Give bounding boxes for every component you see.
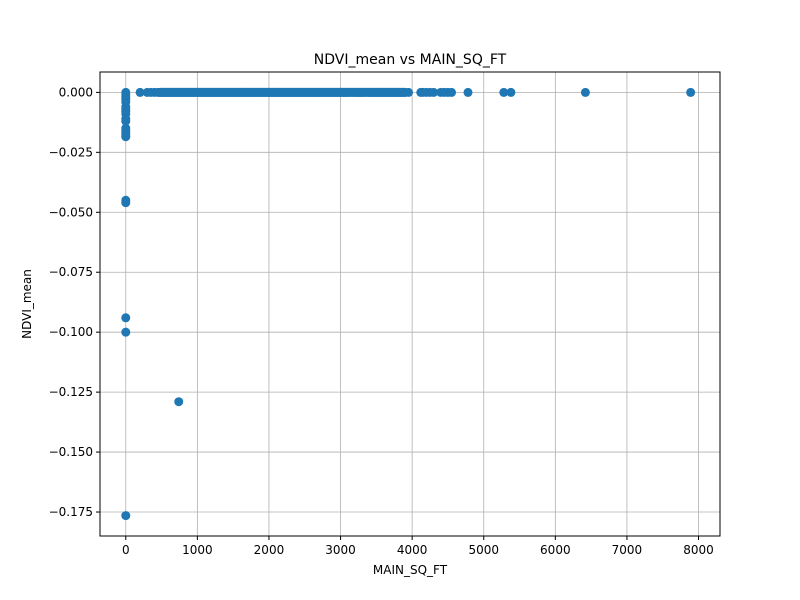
scatter-point — [135, 87, 145, 97]
scatter-point — [121, 327, 131, 337]
y-axis-label: NDVI_mean — [20, 269, 34, 339]
y-tick-label: −0.050 — [49, 205, 93, 219]
x-tick-label: 5000 — [468, 543, 499, 557]
scatter-point — [580, 87, 590, 97]
scatter-point — [174, 397, 184, 407]
scatter-point — [121, 313, 131, 323]
y-tick-label: 0.000 — [59, 85, 93, 99]
x-tick-label: 4000 — [397, 543, 428, 557]
y-tick-label: −0.175 — [49, 505, 93, 519]
points-layer — [121, 87, 696, 521]
x-tick-label: 2000 — [254, 543, 285, 557]
ticks-layer: 0 1000 2000 3000 4000 5000 6000 7000 8000 0.000 −0… — [49, 85, 714, 557]
plot-frame — [99, 71, 721, 537]
scatter-point — [121, 132, 131, 142]
scatter-point — [429, 87, 439, 97]
chart-title: NDVI_mean vs MAIN_SQ_FT — [314, 52, 507, 68]
x-tick-label: 3000 — [325, 543, 356, 557]
x-axis-label: MAIN_SQ_FT — [373, 563, 448, 577]
y-tick-label: −0.100 — [49, 325, 93, 339]
scatter-point — [447, 87, 457, 97]
x-tick-label: 8000 — [683, 543, 714, 557]
x-tick-label: 6000 — [540, 543, 571, 557]
y-tick-label: −0.075 — [49, 265, 93, 279]
scatter-point — [499, 87, 509, 97]
scatter-point — [121, 116, 131, 126]
scatter-point — [463, 87, 473, 97]
y-tick-label: −0.125 — [49, 385, 93, 399]
y-tick-label: −0.150 — [49, 445, 93, 459]
scatter-point — [121, 511, 131, 521]
scatter-point — [686, 87, 696, 97]
scatter-point — [121, 95, 131, 105]
scatter-point — [121, 198, 131, 208]
y-tick-label: −0.025 — [49, 145, 93, 159]
x-tick-label: 1000 — [182, 543, 213, 557]
x-tick-label: 0 — [122, 543, 130, 557]
x-tick-label: 7000 — [612, 543, 643, 557]
scatter-point — [506, 87, 516, 97]
